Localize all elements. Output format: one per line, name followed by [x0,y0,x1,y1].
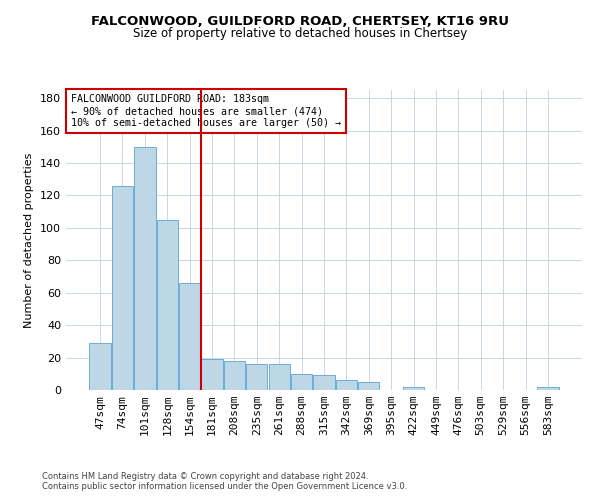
Bar [336,380,357,390]
Text: Size of property relative to detached houses in Chertsey: Size of property relative to detached ho… [133,28,467,40]
Bar [313,376,335,390]
Bar [112,186,133,390]
Bar [246,364,268,390]
Bar [89,343,111,390]
Text: FALCONWOOD, GUILDFORD ROAD, CHERTSEY, KT16 9RU: FALCONWOOD, GUILDFORD ROAD, CHERTSEY, KT… [91,15,509,28]
Bar [291,374,312,390]
Text: Contains HM Land Registry data © Crown copyright and database right 2024.: Contains HM Land Registry data © Crown c… [42,472,368,481]
Text: Contains public sector information licensed under the Open Government Licence v3: Contains public sector information licen… [42,482,407,491]
Bar [403,387,424,390]
Bar [157,220,178,390]
Bar [358,382,379,390]
Bar [134,147,155,390]
Text: FALCONWOOD GUILDFORD ROAD: 183sqm
← 90% of detached houses are smaller (474)
10%: FALCONWOOD GUILDFORD ROAD: 183sqm ← 90% … [71,94,341,128]
Bar [202,359,223,390]
Y-axis label: Number of detached properties: Number of detached properties [25,152,34,328]
Bar [179,283,200,390]
Bar [224,361,245,390]
Bar [269,364,290,390]
Bar [537,387,559,390]
